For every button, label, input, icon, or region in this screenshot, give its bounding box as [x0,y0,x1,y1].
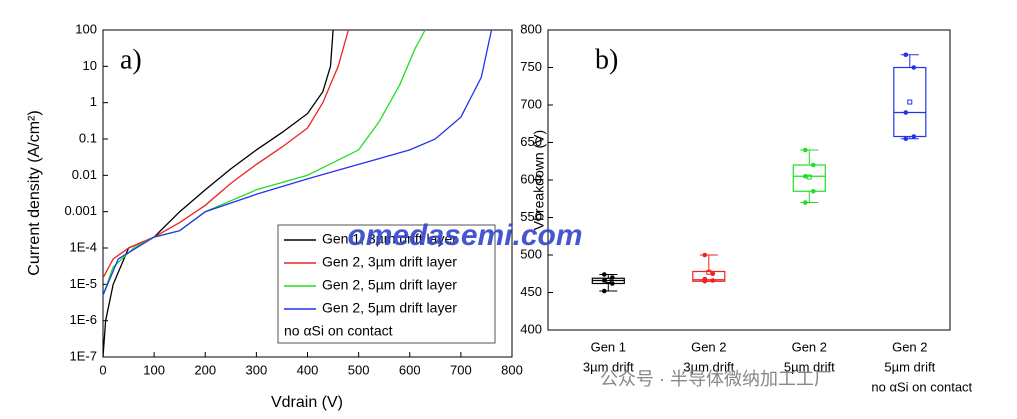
x-tick-label: no αSi on contact [871,379,972,394]
panel-label: b) [595,44,618,75]
x-axis-label: Vdrain (V) [271,394,343,411]
box [893,66,927,138]
data-point [811,188,816,194]
y-tick-label: 0.001 [64,203,97,218]
x-tick-label: Gen 2 [792,339,827,354]
y-tick-label: 1 [90,94,97,109]
data-point [702,276,708,282]
y-tick-label: 100 [75,21,97,36]
y-tick-label: 0.01 [72,167,97,182]
y-tick-label: 10 [83,58,97,73]
data-line [102,29,350,279]
y-tick-label: 550 [520,209,542,224]
y-tick-label: 400 [520,321,542,336]
data-point [903,110,909,115]
x-tick-label: 3µm drift [583,359,634,374]
legend-note: no αSi on contact [284,323,393,339]
legend-label: Gen 2, 3µm drift layer [322,254,457,270]
y-tick-label: 1E-7 [70,348,97,363]
footer-watermark: 公众号 · 半导体微纳加工工厂 [600,369,832,389]
data-point [911,65,917,70]
mean [706,269,712,275]
y-tick-label: 1E-4 [70,239,97,254]
data-line [102,29,493,296]
legend-box [277,224,496,344]
data-point [602,278,607,283]
data-point [903,52,909,58]
y-tick-label: 500 [520,246,542,261]
mean [907,99,913,105]
y-tick-label: 1E-6 [70,312,97,327]
y-tick-label: 700 [520,96,542,111]
legend-label: Gen 2, 5µm drift layer [322,300,457,316]
data-point [803,200,808,205]
box [692,270,726,282]
data-line [102,29,426,296]
data-point [710,271,716,277]
x-tick-label: 300 [246,362,268,377]
y-tick-label: 800 [520,21,542,36]
x-tick-label: 600 [399,362,421,377]
x-tick-label: 5µm drift [884,359,935,374]
x-tick-label: 200 [194,362,216,377]
legend-label: Gen 2, 5µm drift layer [322,277,457,293]
x-tick-label: 700 [450,362,472,377]
y-tick-label: 750 [520,59,542,74]
x-tick-label: 5µm drift [784,359,835,374]
x-tick-label: 0 [99,362,106,377]
x-tick-label: 500 [348,362,370,377]
x-tick-label: 400 [297,362,319,377]
x-tick-label: Gen 2 [892,339,927,354]
mean [806,174,812,180]
watermark: omedasemi.com [347,219,582,252]
box [792,164,826,192]
y-tick-label: 450 [520,284,542,299]
data-point [610,281,615,286]
data-point [602,288,607,294]
x-tick-label: 3µm drift [683,359,734,374]
data-point [911,134,917,139]
data-point [610,275,615,280]
data-point [903,136,909,142]
data-point [602,272,607,277]
data-point [811,162,816,168]
x-tick-label: 100 [143,362,165,377]
data-point [803,173,808,179]
panel-label: a) [120,44,142,75]
y-axis-label: Current density (A/cm²) [26,110,43,275]
data-point [702,252,708,258]
y-tick-label: 600 [520,171,542,186]
legend-label: Gen 1, 3µm drift layer [322,231,457,247]
x-tick-label: Gen 1 [591,339,626,354]
y-tick-label: 1E-5 [70,276,97,291]
data-line [102,29,334,358]
data-point [710,278,716,283]
x-tick-label: Gen 2 [691,339,726,354]
x-tick-label: 800 [501,362,523,377]
y-tick-label: 0.1 [79,130,97,145]
data-point [803,147,808,153]
y-tick-label: 650 [520,134,542,149]
y-axis-label: Vbreakdown (V) [531,130,547,230]
